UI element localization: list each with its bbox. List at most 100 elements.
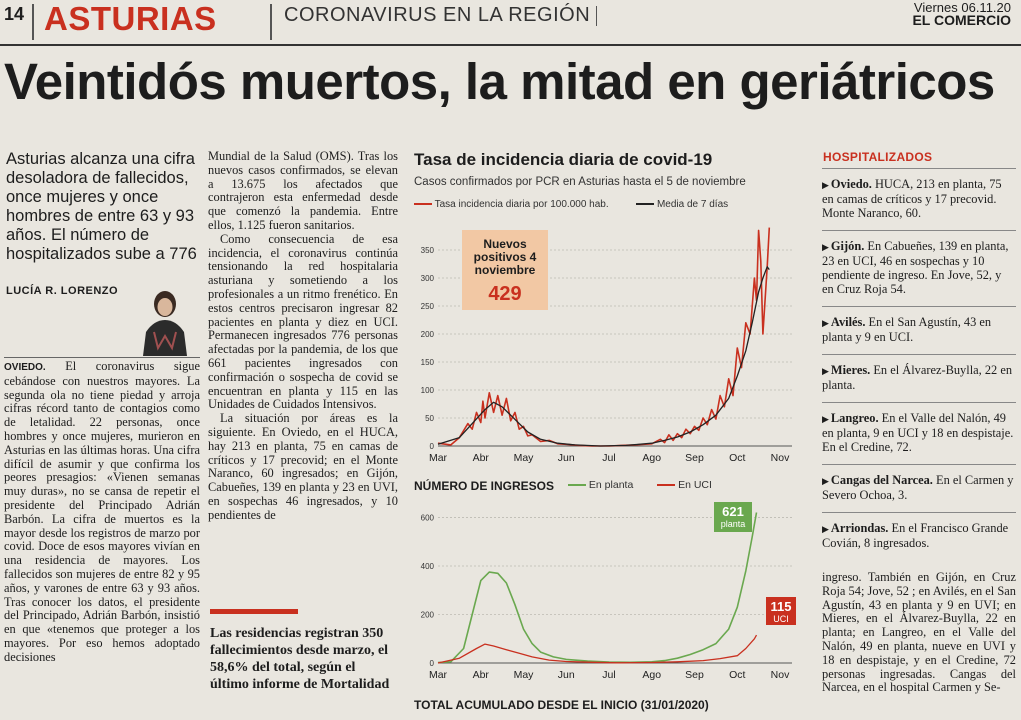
- x-tick-label: Mar: [429, 669, 448, 681]
- admissions-chart: 0 200 400 600 Mar Abr May Jun Jul Ago Sep Oct Nov: [421, 512, 792, 681]
- header-divider: [596, 6, 597, 26]
- hospital-list-item: ▶ Langreo. En el Valle del Nalón, 49 en p…: [822, 402, 1016, 454]
- legend-swatch-black: [636, 203, 655, 206]
- legend-swatch-red: [414, 203, 432, 206]
- hospital-details: En el San Agustín, 43 en planta y 9 en U…: [822, 315, 992, 344]
- byline: LUCÍA R. LORENZO: [6, 285, 119, 297]
- y-tick-label: 400: [421, 562, 435, 571]
- x-tick-label: Abr: [473, 452, 490, 464]
- chart1-subtitle: Casos confirmados por PCR en Asturias ha…: [414, 176, 746, 188]
- body-column-3: ingreso. También en Gijón, en Cruz Roja …: [822, 570, 1016, 695]
- hospital-area: Mieres.: [830, 363, 871, 377]
- y-tick-label: 50: [425, 414, 434, 423]
- x-tick-label: Sep: [685, 669, 704, 681]
- hospital-area: Cangas del Narcea.: [830, 473, 933, 487]
- legend-label: Tasa incidencia diaria por 100.000 hab.: [434, 199, 609, 210]
- hospital-details: En Cabueñes, 139 en planta, 23 en UCI, 4…: [822, 239, 1009, 296]
- hospital-list-item: ▶ Avilés. En el San Agustín, 43 en planta…: [822, 306, 1016, 344]
- uci-label: UCI: [773, 614, 789, 624]
- hospital-details: En el Francisco Grande Covián, 8 ingresa…: [822, 521, 1009, 550]
- x-tick-label: May: [514, 452, 535, 464]
- hospital-area: Avilés.: [830, 315, 866, 329]
- uci-value: 115: [770, 599, 792, 614]
- body-paragraph: La situación por áreas es la siguiente. …: [208, 411, 398, 522]
- x-tick-label: Oct: [729, 452, 745, 464]
- body-column-2: Mundial de la Salud (OMS). Tras los nuev…: [208, 149, 398, 523]
- x-tick-label: Mar: [429, 452, 448, 464]
- hospitalized-title: HOSPITALIZADOS: [823, 150, 933, 164]
- legend-label: En UCI: [678, 479, 712, 491]
- chart2-legend: En planta En UCI: [568, 479, 712, 491]
- legend-label: En planta: [588, 479, 634, 491]
- bullet-triangle-icon: ▶: [822, 414, 829, 424]
- incidence-chart: 0 50 100 150 200 250 300 350 Mar Abr May Jun Jul Ago S…: [421, 227, 792, 464]
- x-tick-label: Nov: [771, 669, 790, 681]
- y-tick-label: 350: [421, 246, 435, 255]
- x-tick-label: May: [514, 669, 535, 681]
- series-line: [437, 634, 758, 664]
- hospital-list-item: ▶ Mieres. En el Álvarez-Buylla, 22 en pla…: [822, 354, 1016, 392]
- callout-value: 429: [488, 283, 522, 305]
- bullet-triangle-icon: ▶: [822, 476, 829, 486]
- newspaper-name: EL COMERCIO: [912, 12, 1011, 28]
- header-divider: [32, 4, 34, 40]
- x-tick-label: Nov: [771, 452, 790, 464]
- series-line: [437, 266, 770, 447]
- hospital-list-item: ▶ Oviedo. HUCA, 213 en planta, 75 en cama…: [822, 168, 1016, 220]
- y-tick-label: 200: [421, 611, 435, 620]
- hospital-list-item: ▶ Gijón. En Cabueñes, 139 en planta, 23 e…: [822, 230, 1016, 296]
- chart1-title: Tasa de incidencia diaria de covid-19: [414, 150, 713, 169]
- y-tick-label: 100: [421, 386, 435, 395]
- y-tick-label: 150: [421, 358, 435, 367]
- legend-swatch-green: [568, 484, 586, 487]
- planta-value: 621: [722, 504, 744, 519]
- planta-label: planta: [720, 519, 746, 529]
- bullet-triangle-icon: ▶: [822, 524, 829, 534]
- page-number: 14: [4, 4, 25, 24]
- y-tick-label: 250: [421, 302, 435, 311]
- hospital-area: Arriondas.: [830, 521, 889, 535]
- header-rule: [0, 44, 1021, 46]
- issue-date: Viernes 06.11.20: [913, 0, 1011, 15]
- y-tick-label: 0: [430, 442, 435, 451]
- legend-label: Media de 7 días: [656, 199, 729, 210]
- new-cases-callout: Nuevos positivos 4 noviembre 429: [462, 230, 548, 310]
- y-tick-label: 300: [421, 274, 435, 283]
- bullet-triangle-icon: ▶: [822, 318, 829, 328]
- bullet-triangle-icon: ▶: [822, 242, 829, 252]
- hospital-area: Langreo.: [830, 411, 879, 425]
- headline: Veintidós muertos, la mitad en geriátric…: [4, 53, 995, 110]
- header-divider: [270, 4, 272, 40]
- section-title: ASTURIAS: [44, 0, 217, 37]
- hospital-area: Oviedo.: [830, 177, 872, 191]
- lead-rule: [4, 357, 200, 358]
- hospital-list-item: ▶ Cangas del Narcea. En el Carmen y Sever…: [822, 464, 1016, 502]
- body-paragraph: Mundial de la Salud (OMS). Tras los nuev…: [208, 149, 398, 232]
- hospital-list-item: ▶ Arriondas. En el Francisco Grande Coviá…: [822, 512, 1016, 550]
- hospital-details: HUCA, 213 en planta, 75 en camas de crít…: [822, 177, 1002, 220]
- chart1-legend: Tasa incidencia diaria por 100.000 hab. …: [414, 199, 810, 210]
- author-photo: [140, 286, 190, 356]
- hospital-details: En el Valle del Nalón, 49 en planta, 9 e…: [822, 411, 1014, 454]
- x-tick-label: Ago: [642, 452, 661, 464]
- article-lead: Asturias alcanza una cifra desoladora de…: [6, 150, 197, 263]
- body-text: El coronavirus sigue cebándose con nuest…: [4, 359, 200, 664]
- subsection-title: CORONAVIRUS EN LA REGIÓN: [284, 4, 591, 26]
- x-tick-label: Jul: [602, 452, 615, 464]
- x-tick-label: Jun: [558, 452, 575, 464]
- chart2-title: NÚMERO DE INGRESOS: [414, 479, 555, 493]
- legend-swatch-red: [657, 484, 676, 487]
- pullquote-accent-bar: [210, 609, 298, 614]
- x-tick-label: Jun: [558, 669, 575, 681]
- bullet-triangle-icon: ▶: [822, 180, 829, 190]
- planta-end-label: 621 planta: [714, 502, 752, 532]
- hospital-details: En el Álvarez-Buylla, 22 en planta.: [822, 363, 1013, 392]
- dateline: OVIEDO.: [4, 362, 46, 373]
- bullet-triangle-icon: ▶: [822, 366, 829, 376]
- x-tick-label: Jul: [602, 669, 615, 681]
- y-tick-label: 0: [430, 659, 435, 668]
- x-tick-label: Sep: [685, 452, 704, 464]
- series-line: [437, 512, 758, 664]
- callout-label: Nuevos positivos 4 noviembre: [473, 237, 537, 277]
- body-column-1: OVIEDO. El coronavirus sigue cebándose c…: [4, 359, 200, 665]
